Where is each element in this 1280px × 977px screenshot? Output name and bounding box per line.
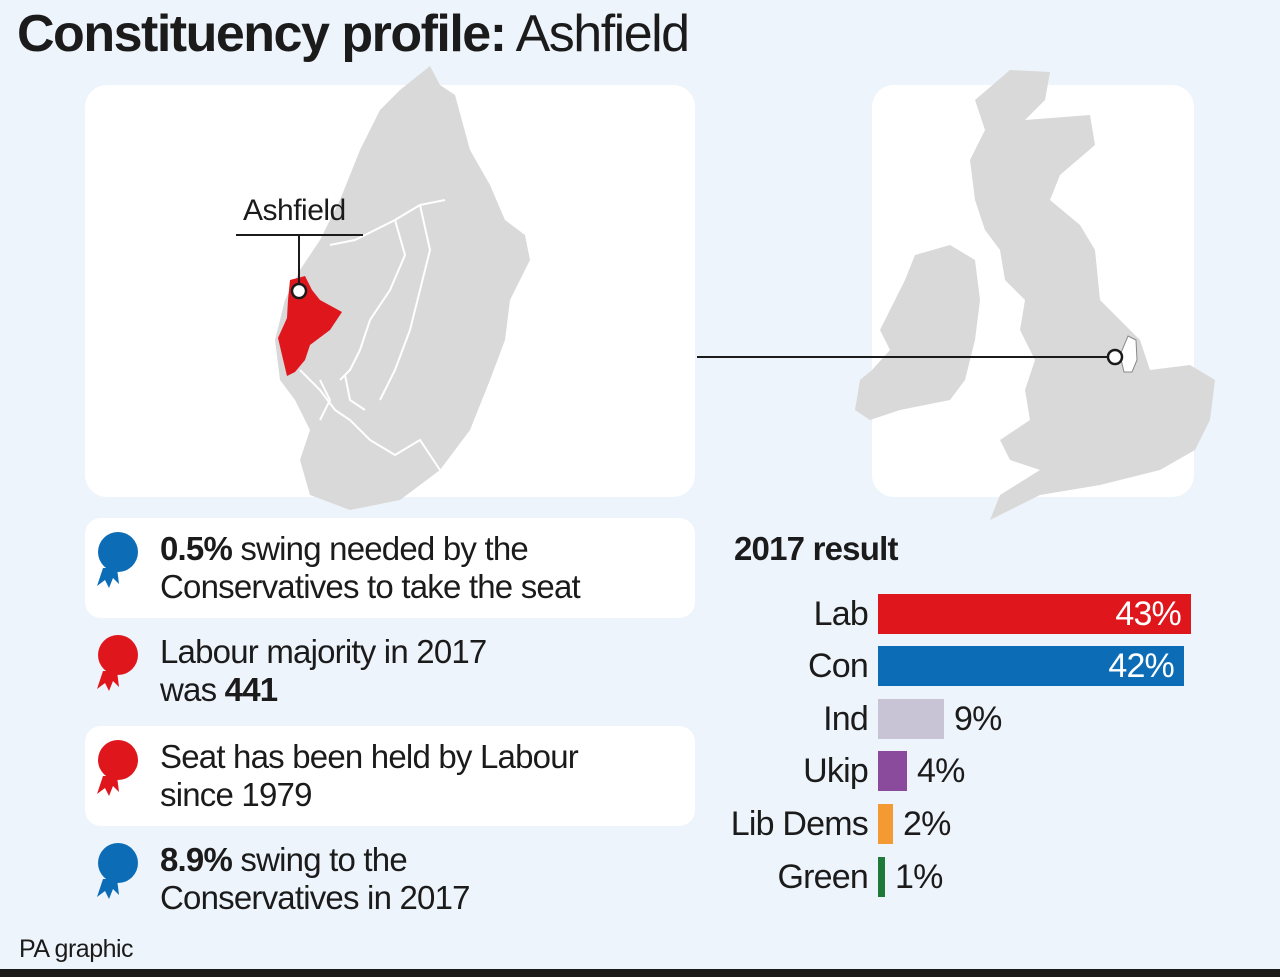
- great-britain-shape: [970, 70, 1215, 520]
- bar: 43%: [878, 594, 1191, 634]
- bar-label: Ind: [823, 700, 869, 738]
- bar-label: Lab: [813, 595, 869, 633]
- bar: [878, 699, 944, 739]
- bar-label: Lib Dems: [730, 805, 869, 843]
- bar-row-ukip: Ukip 4%: [700, 751, 1260, 791]
- bar: [878, 804, 893, 844]
- nottinghamshire-shape: [275, 66, 530, 510]
- bar-row-lab: Lab 43%: [700, 594, 1260, 634]
- conservative-rosette-icon: [97, 532, 138, 588]
- bar-value: 43%: [1115, 595, 1181, 633]
- fact-swing-2017: 8.9% swing to the Conservatives in 2017: [85, 829, 695, 929]
- swing-needed-value: 0.5%: [160, 530, 233, 567]
- bar-value: 42%: [1108, 647, 1174, 685]
- bar-value: 1%: [895, 858, 943, 896]
- ashfield-map-label: Ashfield: [243, 194, 346, 227]
- county-map: [236, 66, 530, 510]
- labour-rosette-icon: [97, 635, 138, 691]
- title-bold: Constituency profile:: [17, 5, 507, 63]
- bar-row-con: Con 42%: [700, 646, 1260, 686]
- ashfield-marker-icon: [290, 282, 308, 300]
- title-constituency: Ashfield: [515, 5, 691, 63]
- fact-held-since: Seat has been held by Labour since 1979: [85, 726, 695, 826]
- uk-location-marker-icon: [1106, 348, 1124, 366]
- bar: [878, 751, 907, 791]
- uk-map: [697, 70, 1215, 520]
- bar-value: 4%: [917, 752, 965, 790]
- bar: 42%: [878, 646, 1184, 686]
- swing-2017-value: 8.9%: [160, 841, 233, 878]
- bar-row-ind: Ind 9%: [700, 699, 1260, 739]
- bar-label: Con: [808, 647, 869, 685]
- page-title: Constituency profile: Ashfield: [17, 4, 691, 64]
- ireland-shape: [855, 245, 980, 420]
- bottom-divider: [0, 969, 1280, 977]
- conservative-rosette-icon: [97, 843, 138, 899]
- ashfield-highlight: [278, 276, 342, 376]
- bar-value: 2%: [903, 805, 951, 843]
- bar-label: Green: [777, 858, 869, 896]
- fact-swing-needed: 0.5% swing needed by the Conservatives t…: [85, 518, 695, 618]
- bar-value: 9%: [954, 700, 1002, 738]
- majority-value: 441: [224, 671, 278, 708]
- chart-title: 2017 result: [734, 530, 898, 567]
- labour-rosette-icon: [97, 740, 138, 796]
- bar-label: Ukip: [803, 752, 869, 790]
- bar-row-lib-dems: Lib Dems 2%: [700, 804, 1260, 844]
- bar-row-green: Green 1%: [700, 857, 1260, 897]
- bar: [878, 857, 885, 897]
- credit-text: PA graphic: [19, 935, 134, 963]
- fact-labour-majority: Labour majority in 2017 was 441: [85, 621, 695, 721]
